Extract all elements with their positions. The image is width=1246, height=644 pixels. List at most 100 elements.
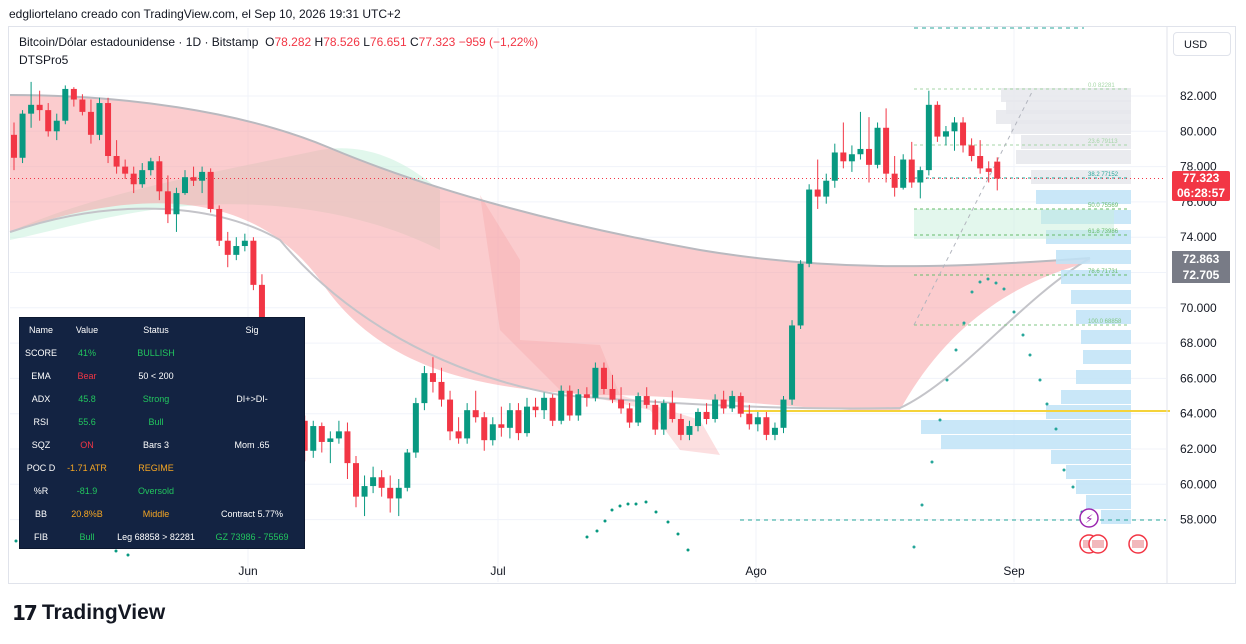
candle[interactable] <box>968 138 975 162</box>
candle[interactable] <box>481 411 488 451</box>
candle[interactable] <box>549 394 556 427</box>
candle[interactable] <box>848 145 855 172</box>
candle[interactable] <box>541 392 548 419</box>
candle[interactable] <box>831 143 838 188</box>
candle[interactable] <box>147 157 154 176</box>
candle[interactable] <box>105 97 112 164</box>
candle[interactable] <box>207 168 214 213</box>
candle[interactable] <box>122 159 129 179</box>
candle[interactable] <box>404 449 411 492</box>
candle[interactable] <box>635 392 642 427</box>
candle[interactable] <box>62 85 69 125</box>
candle[interactable] <box>720 390 727 414</box>
candle[interactable] <box>412 397 419 458</box>
candle[interactable] <box>626 403 633 428</box>
candle[interactable] <box>780 396 787 434</box>
candle[interactable] <box>182 170 188 195</box>
candle[interactable] <box>695 408 701 432</box>
candle[interactable] <box>532 397 539 418</box>
candle[interactable] <box>395 479 402 517</box>
candle[interactable] <box>173 187 180 232</box>
candle[interactable] <box>609 374 616 404</box>
candle[interactable] <box>79 94 86 116</box>
candle[interactable] <box>771 422 778 441</box>
candle[interactable] <box>900 154 907 190</box>
candle[interactable] <box>438 367 445 407</box>
candle[interactable] <box>87 99 94 144</box>
candle[interactable] <box>199 166 206 194</box>
candle[interactable] <box>310 420 317 458</box>
chart-pane[interactable] <box>8 26 1236 584</box>
candle[interactable] <box>378 470 385 497</box>
lightning-event-icon[interactable] <box>1079 508 1099 528</box>
candle[interactable] <box>447 390 454 441</box>
candle[interactable] <box>677 413 684 441</box>
candle[interactable] <box>977 140 984 174</box>
candle[interactable] <box>583 387 590 407</box>
candle[interactable] <box>156 156 163 201</box>
candle[interactable] <box>763 411 770 441</box>
candle[interactable] <box>36 90 43 121</box>
candle[interactable] <box>224 231 231 268</box>
candle[interactable] <box>891 156 898 197</box>
candle[interactable] <box>164 175 171 224</box>
candle[interactable] <box>113 140 120 174</box>
candle[interactable] <box>344 422 351 480</box>
symbol-name[interactable]: Bitcoin/Dólar estadounidense · 1D · Bits… <box>19 35 259 49</box>
candle[interactable] <box>455 417 462 444</box>
candle[interactable] <box>327 431 334 464</box>
candle[interactable] <box>840 122 847 169</box>
candle[interactable] <box>985 161 992 183</box>
tradingview-logo[interactable]: 17 TradingView <box>12 601 165 625</box>
candle[interactable] <box>660 399 667 435</box>
candle[interactable] <box>190 166 197 187</box>
candle[interactable] <box>729 390 736 412</box>
candle[interactable] <box>575 388 582 421</box>
candle[interactable] <box>250 237 257 291</box>
candle[interactable] <box>489 417 496 446</box>
candle[interactable] <box>361 475 368 517</box>
candle[interactable] <box>524 397 530 437</box>
candle[interactable] <box>464 403 471 444</box>
candle[interactable] <box>506 403 513 439</box>
candle[interactable] <box>233 237 240 261</box>
candle[interactable] <box>643 387 650 409</box>
candle[interactable] <box>746 404 753 430</box>
candle[interactable] <box>908 141 915 188</box>
candle[interactable] <box>28 81 35 128</box>
candle[interactable] <box>883 108 890 183</box>
candle[interactable] <box>53 113 60 141</box>
candle[interactable] <box>737 392 744 418</box>
candle[interactable] <box>370 466 377 494</box>
symbol-info-line[interactable]: Bitcoin/Dólar estadounidense · 1D · Bits… <box>19 35 538 49</box>
currency-button[interactable]: USD <box>1173 32 1231 56</box>
candle[interactable] <box>70 87 77 107</box>
candle[interactable] <box>335 420 342 444</box>
candle[interactable] <box>874 122 881 169</box>
candle[interactable] <box>652 399 659 435</box>
candle[interactable] <box>566 385 573 421</box>
candle[interactable] <box>823 173 830 204</box>
candle[interactable] <box>472 390 479 423</box>
candle[interactable] <box>429 357 436 393</box>
candle[interactable] <box>421 366 428 411</box>
candle[interactable] <box>917 166 924 199</box>
candle[interactable] <box>139 163 146 188</box>
candle[interactable] <box>600 362 607 395</box>
candle[interactable] <box>241 233 248 252</box>
candle[interactable] <box>857 111 864 160</box>
candle[interactable] <box>669 390 676 423</box>
candle[interactable] <box>797 260 804 329</box>
candle[interactable] <box>925 90 932 176</box>
candle[interactable] <box>703 403 710 425</box>
candle[interactable] <box>387 475 394 513</box>
candle[interactable] <box>866 117 872 183</box>
candle[interactable] <box>45 103 52 137</box>
candle[interactable] <box>994 157 1001 191</box>
candle[interactable] <box>96 97 103 141</box>
candle[interactable] <box>686 420 693 441</box>
candle[interactable] <box>951 117 958 151</box>
candle[interactable] <box>353 456 359 508</box>
candle[interactable] <box>558 385 565 425</box>
events-group[interactable]: ⚡ <box>1079 508 1148 554</box>
